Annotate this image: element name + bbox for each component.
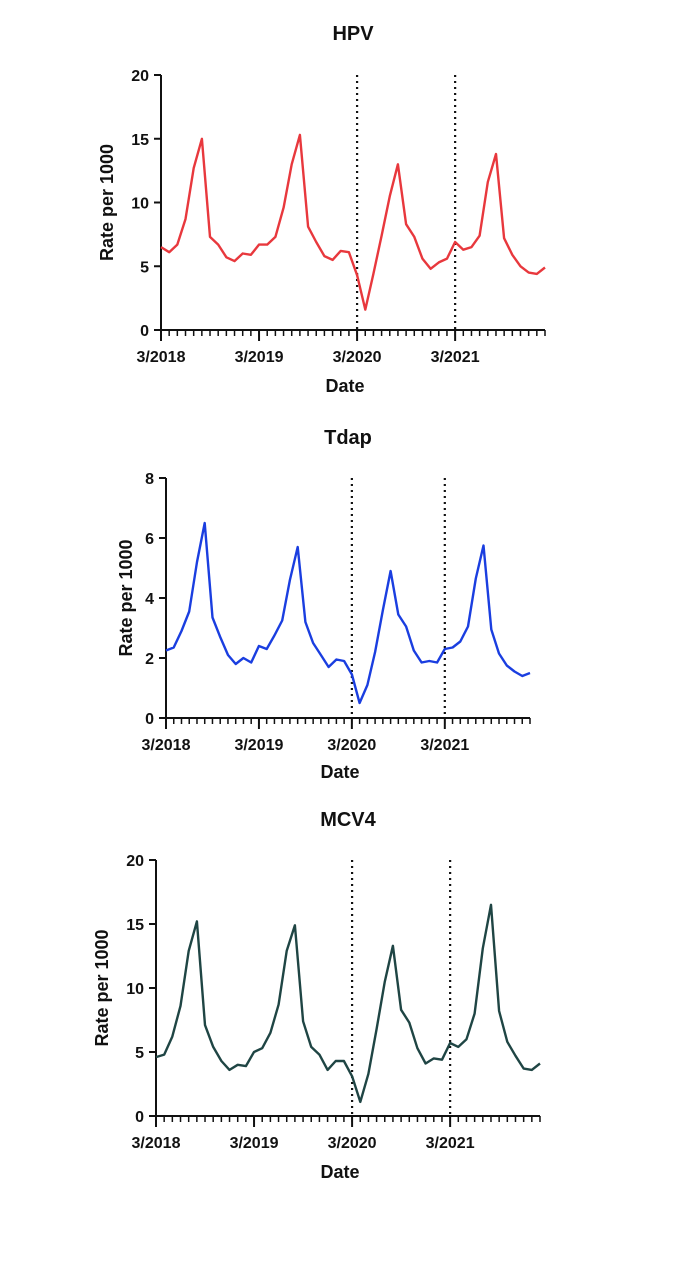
x-tick-label: 3/2021 [420, 737, 469, 754]
y-tick-label: 8 [145, 471, 154, 488]
hpv-chart: HPV 0 5 10 15 20 3/2018 3/2019 3/2020 3/2021 Date R… [97, 23, 546, 396]
x-tick-label: 3/2020 [328, 1135, 377, 1152]
y-tick-label: 15 [126, 917, 144, 934]
chart-title: MCV4 [320, 809, 376, 831]
y-tick-label: 15 [131, 132, 149, 149]
x-tick-label: 3/2021 [426, 1135, 475, 1152]
y-axis-label: Rate per 1000 [116, 539, 136, 656]
x-tick-label: 3/2020 [333, 349, 382, 366]
x-tick-label: 3/2018 [142, 737, 191, 754]
x-tick-label: 3/2019 [234, 737, 283, 754]
y-tick-label: 5 [140, 259, 149, 276]
y-tick-label: 20 [131, 68, 149, 85]
y-tick-label: 4 [145, 591, 154, 608]
x-axis-label: Date [320, 1162, 359, 1182]
tdap-chart: Tdap 0 2 4 6 8 3/2018 3/2019 3/2020 3/2021 Date Rat… [116, 427, 531, 782]
x-tick-label: 3/2018 [132, 1135, 181, 1152]
y-axis-label: Rate per 1000 [97, 144, 117, 261]
tdap-panel: Tdap 0 2 4 6 8 3/2018 3/2019 3/2020 3/2021 Date Rat… [0, 410, 674, 800]
x-tick-label: 3/2019 [230, 1135, 279, 1152]
series-line [165, 521, 531, 705]
y-tick-label: 0 [135, 1109, 144, 1126]
series-line [155, 903, 541, 1104]
x-tick-label: 3/2021 [431, 349, 480, 366]
x-tick-label: 3/2019 [235, 349, 284, 366]
y-tick-label: 10 [131, 196, 149, 213]
x-tick-label: 3/2018 [137, 349, 186, 366]
y-tick-label: 5 [135, 1045, 144, 1062]
y-axis-label: Rate per 1000 [92, 929, 112, 1046]
chart-title: HPV [332, 23, 374, 45]
y-tick-label: 6 [145, 531, 154, 548]
mcv4-chart: MCV4 0 5 10 15 20 3/2018 3/2019 3/2020 3/2021 Date… [92, 809, 541, 1182]
y-tick-label: 2 [145, 651, 154, 668]
hpv-panel: HPV 0 5 10 15 20 3/2018 3/2019 3/2020 3/2021 Date R… [0, 0, 674, 410]
x-axis-label: Date [320, 762, 359, 782]
y-tick-label: 0 [145, 711, 154, 728]
chart-title: Tdap [324, 427, 372, 449]
x-tick-label: 3/2020 [327, 737, 376, 754]
y-tick-label: 10 [126, 981, 144, 998]
series-line [160, 133, 546, 311]
x-axis-label: Date [325, 376, 364, 396]
y-tick-label: 0 [140, 323, 149, 340]
mcv4-panel: MCV4 0 5 10 15 20 3/2018 3/2019 3/2020 3/2021 Date… [0, 800, 674, 1220]
y-tick-label: 20 [126, 853, 144, 870]
